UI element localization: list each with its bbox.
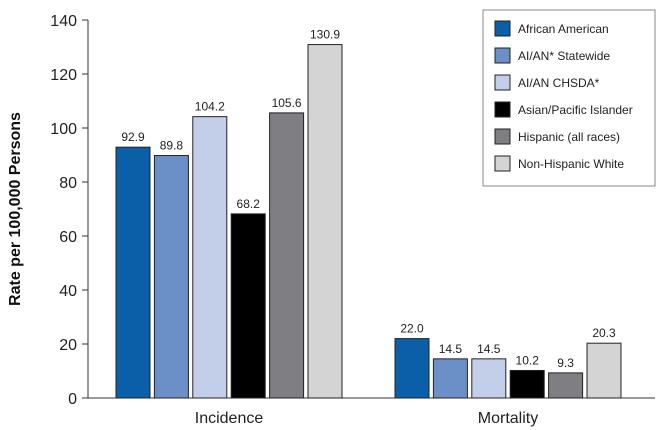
legend-swatch [494, 128, 511, 145]
data-label: 92.9 [121, 130, 145, 144]
bar [115, 146, 151, 399]
legend-label: AI/AN* Statewide [518, 49, 610, 63]
y-tick-label: 120 [50, 67, 77, 84]
data-label: 22.0 [400, 322, 424, 336]
bar [307, 44, 343, 399]
legend-label: Hispanic (all races) [518, 130, 620, 144]
data-label: 68.2 [237, 197, 261, 211]
legend-swatch [494, 47, 511, 64]
bar [192, 116, 228, 399]
y-axis: 0 20 40 60 80 100 120 140 [50, 13, 89, 408]
y-tick-label: 40 [59, 283, 77, 300]
legend-frame [482, 9, 656, 187]
data-label: 20.3 [592, 326, 616, 340]
bar [509, 369, 545, 399]
legend-swatch [494, 74, 511, 91]
y-axis-title: Rate per 100,000 Persons [7, 112, 24, 306]
data-label: 89.8 [160, 139, 184, 153]
bar [432, 358, 468, 399]
legend-label: Asian/Pacific Islander [518, 103, 633, 117]
bar [471, 358, 507, 399]
legend: African American AI/AN* Statewide AI/AN CH… [482, 9, 656, 187]
data-label: 130.9 [310, 28, 340, 42]
y-tick-label: 20 [59, 337, 77, 354]
legend-label: Non-Hispanic White [518, 157, 624, 171]
bar [269, 112, 305, 399]
y-tick-label: 60 [59, 229, 77, 246]
y-axis-title-group: Rate per 100,000 Persons [7, 112, 24, 306]
bar [586, 342, 622, 399]
x-category-label: Mortality [478, 410, 538, 427]
bar [548, 372, 584, 399]
data-label: 104.2 [195, 100, 225, 114]
bar [153, 155, 189, 399]
legend-swatch [494, 101, 511, 118]
data-label: 105.6 [272, 96, 302, 110]
x-axis: Incidence Mortality [88, 397, 655, 427]
legend-label: African American [518, 22, 609, 36]
data-label: 10.2 [516, 353, 540, 367]
bars: 92.9 22.0 89.8 14.5 104.2 14.5 68.2 10.2 105.6 9.… [115, 28, 622, 399]
bar [394, 338, 430, 399]
y-tick-label: 100 [50, 121, 77, 138]
data-label: 9.3 [557, 356, 574, 370]
data-label: 14.5 [477, 342, 501, 356]
y-tick-label: 0 [68, 391, 77, 408]
legend-label: AI/AN CHSDA* [518, 76, 600, 90]
legend-swatch [494, 155, 511, 172]
y-tick-label: 80 [59, 175, 77, 192]
y-tick-label: 140 [50, 13, 77, 30]
bar [230, 213, 266, 399]
data-label: 14.5 [439, 342, 463, 356]
legend-swatch [494, 20, 511, 37]
x-category-label: Incidence [195, 410, 264, 427]
